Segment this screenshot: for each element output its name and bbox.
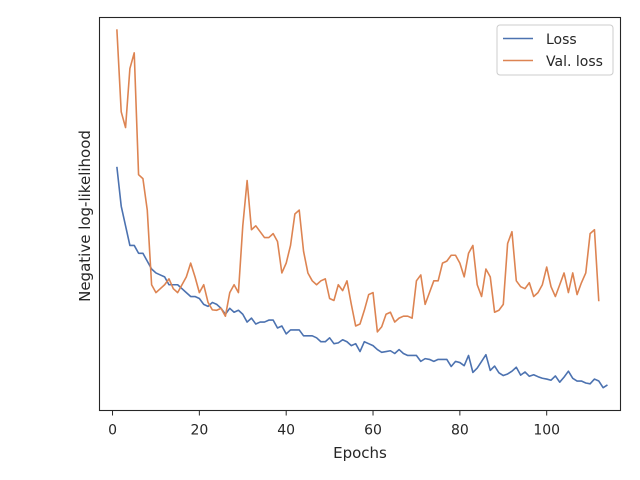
x-tick-label: 0	[108, 423, 117, 439]
x-tick-label: 60	[364, 423, 382, 439]
series-layer	[116, 29, 608, 389]
series-line-val-loss	[116, 29, 600, 333]
plot-frame	[98, 16, 622, 412]
legend-label-loss: Loss	[546, 32, 577, 48]
x-tick-label: 40	[277, 423, 295, 439]
x-tick-label: 20	[190, 423, 208, 439]
x-tick-label: 80	[451, 423, 469, 439]
series-line-loss	[116, 166, 608, 389]
x-ticks: 0 20 40 60 80 100	[108, 410, 560, 439]
legend-box	[496, 24, 614, 76]
x-tick-label: 100	[533, 423, 560, 439]
legend: Loss Val. loss	[496, 24, 614, 76]
y-axis-label: Negative log-likelihood	[76, 130, 94, 302]
legend-label-val-loss: Val. loss	[546, 54, 603, 70]
x-axis-label: Epochs	[333, 444, 387, 462]
